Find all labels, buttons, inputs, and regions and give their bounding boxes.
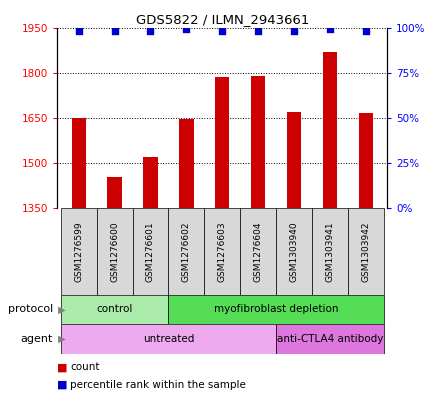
Bar [143,157,158,208]
Bar [169,208,204,295]
Text: count: count [70,362,100,373]
Bar [61,208,97,295]
Text: ■: ■ [57,380,71,390]
Point [147,28,154,34]
Bar [215,77,229,208]
Text: control: control [96,305,133,314]
Point [255,28,262,34]
Text: GSM1276602: GSM1276602 [182,221,191,282]
Bar [204,208,240,295]
Text: GSM1276601: GSM1276601 [146,221,155,282]
Text: GSM1303940: GSM1303940 [290,221,298,282]
Bar [179,119,194,208]
Point [290,28,297,34]
Point [219,28,226,34]
Text: GSM1276599: GSM1276599 [74,221,83,282]
Bar [72,118,86,208]
Bar [169,295,384,324]
Text: GSM1303941: GSM1303941 [325,221,334,282]
Bar [251,76,265,208]
Text: anti-CTLA4 antibody: anti-CTLA4 antibody [277,334,383,344]
Bar [61,295,169,324]
Bar [287,112,301,208]
Text: percentile rank within the sample: percentile rank within the sample [70,380,246,390]
Bar [132,208,169,295]
Point [183,26,190,33]
Bar [312,208,348,295]
Bar [359,113,373,208]
Bar [240,208,276,295]
Bar [323,51,337,208]
Text: protocol: protocol [7,305,53,314]
Text: ▶: ▶ [55,334,66,344]
Title: GDS5822 / ILMN_2943661: GDS5822 / ILMN_2943661 [136,13,309,26]
Bar [107,177,122,208]
Text: agent: agent [20,334,53,344]
Point [75,28,82,34]
Text: myofibroblast depletion: myofibroblast depletion [214,305,338,314]
Bar [97,208,132,295]
Point [326,26,334,33]
Point [362,28,369,34]
Text: ▶: ▶ [55,305,66,314]
Text: GSM1276603: GSM1276603 [218,221,227,282]
Point [111,28,118,34]
Text: GSM1276600: GSM1276600 [110,221,119,282]
Text: ■: ■ [57,362,71,373]
Text: untreated: untreated [143,334,194,344]
Bar [276,324,384,354]
Bar [276,208,312,295]
Bar [348,208,384,295]
Text: GSM1303942: GSM1303942 [361,221,370,282]
Text: GSM1276604: GSM1276604 [253,221,263,282]
Bar [61,324,276,354]
